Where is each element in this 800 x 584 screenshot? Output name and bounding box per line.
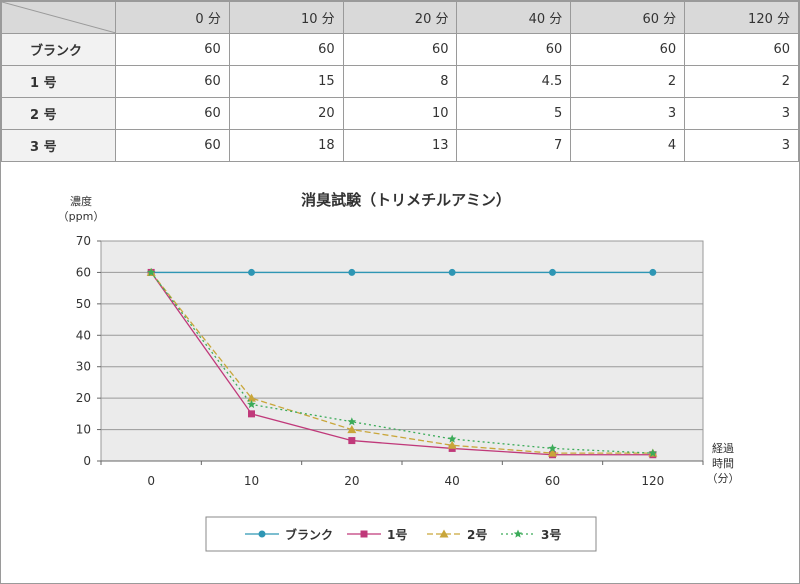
x-axis-label: 時間 [712, 457, 734, 470]
table-cell: 4.5 [456, 65, 572, 98]
table-header-row: 0 分 10 分 20 分 40 分 60 分 120 分 [1, 1, 799, 34]
legend-label: 1号 [387, 527, 407, 542]
x-tick-label: 120 [641, 474, 664, 488]
row-label: 2 号 [1, 97, 116, 130]
data-point [347, 425, 357, 434]
table-cell: 10 [342, 97, 458, 130]
x-tick-label: 20 [344, 474, 359, 488]
data-point [348, 268, 356, 276]
plot-area [100, 240, 704, 462]
x-tick-label: 0 [147, 474, 155, 488]
series-line-4 [150, 272, 653, 454]
y-tick-label: 40 [76, 328, 91, 342]
data-table: 0 分 10 分 20 分 40 分 60 分 120 分 ブランク 60 60… [1, 1, 799, 162]
col-header: 10 分 [228, 1, 344, 34]
series-line-2 [150, 272, 653, 456]
legend-marker [439, 529, 449, 538]
table-cell: 60 [228, 33, 344, 66]
table-row: 3 号 60 18 13 7 4 3 [1, 129, 799, 162]
corner-diagonal [2, 2, 116, 33]
table-row: ブランク 60 60 60 60 60 60 [1, 33, 799, 66]
table-cell: 8 [342, 65, 458, 98]
table-cell: 60 [342, 33, 458, 66]
col-header: 40 分 [456, 1, 572, 34]
table-cell: 60 [456, 33, 572, 66]
chart-title: 消臭試験（トリメチルアミン） [301, 191, 511, 209]
col-header: 0 分 [115, 1, 230, 34]
data-point [248, 268, 255, 276]
y-tick-label: 20 [76, 391, 91, 405]
series-line-3 [150, 272, 653, 454]
legend-label: 3号 [541, 527, 561, 542]
row-label: ブランク [1, 33, 116, 66]
y-axis-label: （ppm） [58, 210, 105, 223]
table-cell: 20 [228, 97, 344, 130]
table-cell: 60 [115, 33, 230, 66]
legend-marker [360, 530, 368, 538]
data-point [146, 267, 156, 277]
x-tick-label: 40 [445, 474, 460, 488]
table-cell: 60 [570, 33, 686, 66]
table-cell: 13 [342, 129, 458, 162]
y-tick-label: 10 [76, 423, 91, 437]
table-cell: 7 [456, 129, 572, 162]
y-tick-label: 70 [76, 234, 91, 248]
table-cell: 3 [684, 97, 799, 130]
y-axis-label: 濃度 [70, 194, 92, 208]
legend-marker [258, 530, 266, 538]
data-point [448, 268, 456, 276]
table-cell: 3 [684, 129, 799, 162]
table-cell: 18 [228, 129, 344, 162]
legend-marker [513, 529, 523, 538]
col-header: 60 分 [570, 1, 686, 34]
data-point [348, 437, 356, 445]
data-point [447, 440, 457, 449]
data-point [447, 434, 457, 443]
y-tick-label: 30 [76, 360, 91, 374]
row-label: 3 号 [1, 129, 116, 162]
data-point [347, 417, 357, 426]
legend-label: ブランク [285, 527, 333, 542]
data-point [248, 410, 255, 418]
data-point [548, 448, 557, 457]
table-cell: 15 [228, 65, 344, 98]
y-tick-label: 0 [83, 454, 91, 468]
data-point [648, 448, 658, 457]
table-cell: 60 [684, 33, 799, 66]
y-tick-label: 50 [76, 297, 91, 311]
table-corner-cell [1, 1, 116, 34]
table-cell: 3 [570, 97, 686, 130]
table-cell: 5 [456, 97, 572, 130]
x-tick-label: 60 [545, 474, 560, 488]
x-axis-label: 経過 [712, 442, 734, 455]
table-cell: 60 [115, 97, 230, 130]
table-cell: 60 [115, 65, 230, 98]
y-tick-label: 60 [76, 265, 91, 279]
data-point [247, 399, 256, 409]
data-point [649, 268, 657, 276]
table-cell: 2 [684, 65, 799, 98]
data-point [548, 443, 557, 453]
table-cell: 2 [570, 65, 686, 98]
x-axis-label: （分） [707, 472, 740, 485]
table-row: 1 号 60 15 8 4.5 2 2 [1, 65, 799, 98]
data-point [247, 393, 256, 402]
legend-label: 2号 [467, 527, 487, 542]
row-label: 1 号 [1, 65, 116, 98]
table-row: 2 号 60 20 10 5 3 3 [1, 97, 799, 130]
x-tick-label: 10 [244, 474, 259, 488]
line-chart: 消臭試験（トリメチルアミン） 濃度 （ppm） 経過 時間 （分） 0 10 20 3… [58, 191, 740, 552]
data-point [549, 268, 556, 276]
table-cell: 4 [570, 129, 686, 162]
table-cell: 60 [115, 129, 230, 162]
col-header: 120 分 [684, 1, 799, 34]
col-header: 20 分 [342, 1, 458, 34]
